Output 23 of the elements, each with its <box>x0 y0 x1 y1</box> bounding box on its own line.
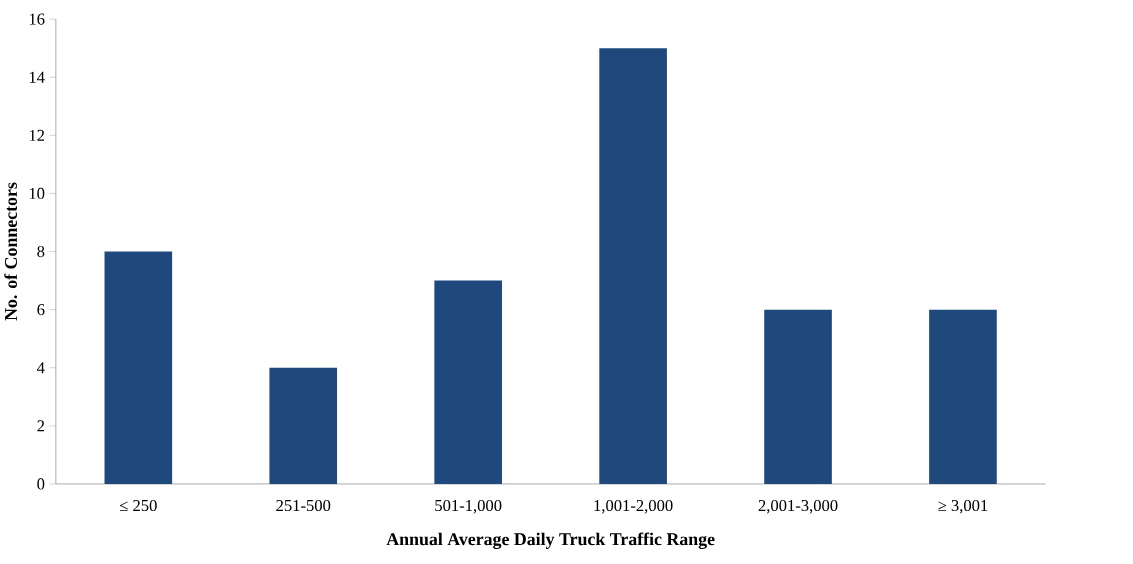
bar <box>104 251 173 484</box>
y-tick-label: 6 <box>37 303 45 316</box>
bar <box>764 309 832 484</box>
y-tick-label: 2 <box>37 420 45 432</box>
x-tick-label: 1,001-2,000 <box>594 499 673 514</box>
bar <box>599 48 667 484</box>
y-tick-label: 0 <box>37 478 45 490</box>
y-tick-label: 12 <box>29 129 45 141</box>
x-tick-label: ≥ 3,001 <box>938 499 988 514</box>
y-tick-label: 16 <box>29 13 45 25</box>
x-tick-label: 2,001-3,000 <box>758 499 838 514</box>
x-tick-label: ≤ 250 <box>119 499 157 511</box>
y-tick-label: 10 <box>29 187 45 199</box>
bar <box>269 367 338 484</box>
y-tick-label: 8 <box>37 245 45 257</box>
bar <box>929 309 997 484</box>
x-tick-label: 501-1,000 <box>435 499 502 514</box>
bar <box>434 280 502 484</box>
y-tick-label: 14 <box>29 71 45 83</box>
x-tick-label: 251-500 <box>276 499 331 511</box>
y-tick-label: 4 <box>37 362 45 374</box>
x-axis-title: Annual Average Daily Truck Traffic Range <box>386 532 715 549</box>
y-axis-title: No. of Connectors <box>4 182 18 321</box>
